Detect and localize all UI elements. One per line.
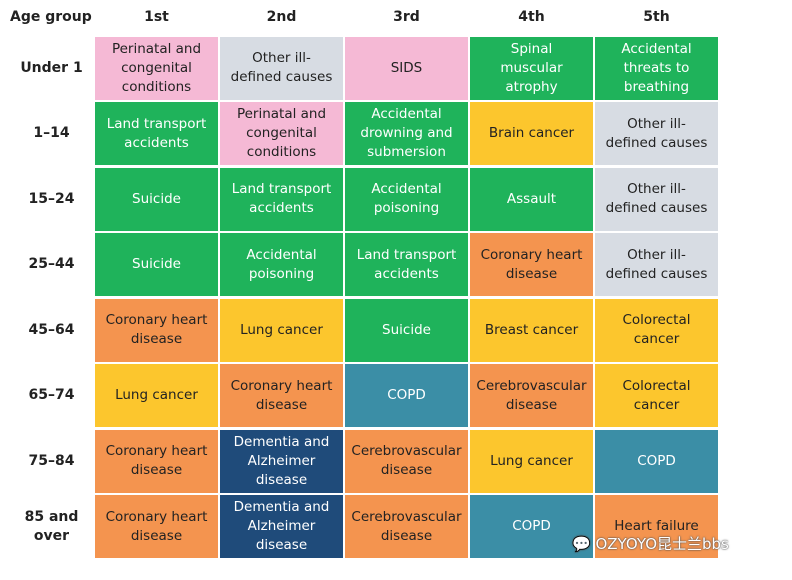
column-header: 1st (144, 9, 169, 25)
cause-cell: Coronary heart disease (95, 495, 218, 558)
cause-cell: Breast cancer (470, 298, 593, 362)
cause-cell: Lung cancer (95, 364, 218, 427)
cause-cell: Suicide (95, 167, 218, 231)
cause-of-death-table: Age group 1st 2nd 3rd 4th 5th Under 1 Perinata… (10, 9, 718, 558)
column-header: 3rd (393, 9, 420, 25)
cause-cell: Cerebrovascular disease (470, 364, 593, 427)
cause-cell: COPD (345, 364, 468, 427)
row-label: 15–24 (28, 190, 75, 207)
row-label: 25–44 (28, 256, 75, 272)
cause-cell: SIDS (345, 36, 468, 100)
watermark: 💬 OZYOYO昆士兰bbs (572, 535, 729, 553)
cause-cell: Brain cancer (470, 102, 593, 165)
column-header: 2nd (266, 9, 297, 25)
cause-cell: Accidental threats to breathing (595, 36, 718, 100)
cause-cell: Accidental poisoning (220, 233, 343, 296)
cause-cell: Colorectal cancer (595, 298, 718, 362)
row-label: 65–74 (28, 387, 75, 403)
row-label: 75–84 (28, 452, 75, 469)
cause-cell: Other ill-defined causes (595, 233, 718, 296)
cause-cell: Coronary heart disease (95, 298, 218, 362)
cause-cell: Accidental drowning and submersion (345, 102, 468, 165)
cause-cell: Colorectal cancer (595, 364, 718, 427)
cause-cell: Other ill-defined causes (220, 36, 343, 100)
cause-cell: Lung cancer (220, 298, 343, 362)
cause-cell: Cerebrovascular disease (345, 429, 468, 493)
row-label: 45–64 (28, 321, 75, 338)
cause-cell: Accidental poisoning (345, 167, 468, 231)
corner-header: Age group (10, 9, 92, 25)
cause-cell: Suicide (95, 233, 218, 296)
cause-cell: Spinal muscular atrophy (470, 36, 593, 100)
cause-cell: Land transport accidents (345, 233, 468, 296)
row-label: 1–14 (33, 125, 70, 141)
cause-cell: Coronary heart disease (95, 429, 218, 493)
cause-cell: Land transport accidents (95, 102, 218, 165)
column-header: 4th (518, 9, 545, 25)
cause-cell: Coronary heart disease (220, 364, 343, 427)
column-header: 5th (643, 9, 670, 25)
cause-cell: Other ill-defined causes (595, 102, 718, 165)
cause-cell: Perinatal and congenital conditions (220, 102, 343, 165)
row-label: 85 and over (24, 508, 79, 544)
cause-cell: Perinatal and congenital conditions (95, 36, 218, 100)
cause-cell: Suicide (345, 298, 468, 362)
cause-cell: Assault (470, 167, 593, 231)
cause-cell: Dementia and Alzheimer disease (220, 429, 343, 493)
cause-cell: Coronary heart disease (470, 233, 593, 296)
cause-cell: Cerebrovascular disease (345, 495, 468, 558)
cause-cell: COPD (595, 429, 718, 493)
cause-cell: Other ill-defined causes (595, 167, 718, 231)
watermark-text: OZYOYO昆士兰bbs (595, 535, 729, 553)
cause-cell: Land transport accidents (220, 167, 343, 231)
cause-cell: COPD (470, 495, 593, 558)
cause-cell: Heart failure (595, 495, 718, 558)
cause-cell: Dementia and Alzheimer disease (220, 495, 343, 558)
cause-cell: Lung cancer (470, 429, 593, 493)
row-label: Under 1 (20, 59, 83, 76)
